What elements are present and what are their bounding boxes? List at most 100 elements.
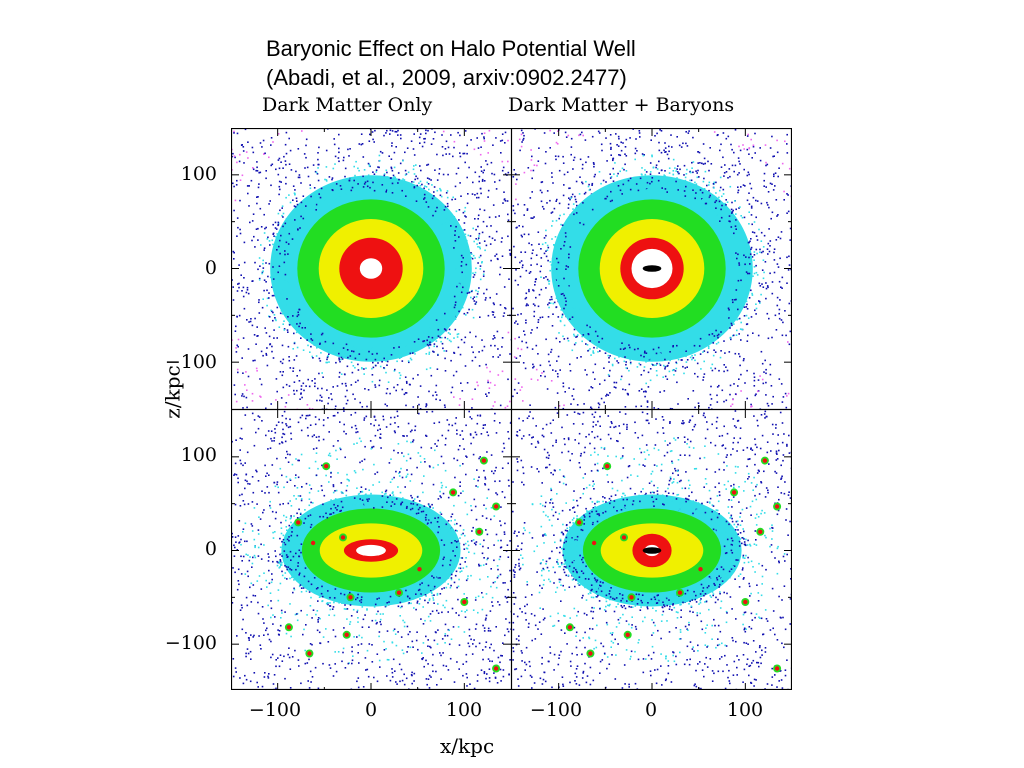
particle-dot: [416, 466, 418, 469]
particle-dot: [293, 359, 296, 361]
particle-dot: [288, 356, 290, 358]
particle-dot: [748, 256, 750, 259]
particle-dot: [467, 642, 470, 645]
particle-dot: [357, 369, 360, 371]
particle-dot: [274, 227, 277, 229]
particle-dot: [371, 619, 374, 622]
particle-dot: [456, 586, 458, 589]
particle-dot: [735, 219, 737, 221]
particle-dot: [694, 372, 696, 375]
particle-dot: [708, 184, 710, 186]
particle-dot: [504, 496, 506, 499]
particle-dot: [544, 242, 547, 244]
particle-dot: [664, 151, 666, 153]
particle-dot: [471, 398, 474, 400]
particle-dot: [576, 404, 579, 406]
particle-dot: [550, 380, 553, 382]
particle-dot: [269, 504, 271, 507]
particle-dot: [480, 170, 483, 172]
particle-dot: [719, 356, 722, 359]
particle-dot: [465, 673, 468, 675]
particle-dot: [371, 374, 374, 376]
particle-dot: [557, 375, 559, 378]
particle-dot: [423, 665, 425, 668]
particle-dot: [273, 440, 275, 442]
x-tick-label: −100: [248, 699, 302, 721]
particle-dot: [264, 672, 266, 674]
particle-dot: [289, 367, 292, 369]
particle-dot: [454, 227, 456, 230]
particle-dot: [238, 520, 241, 522]
particle-dot: [307, 378, 309, 381]
particle-dot: [560, 248, 562, 250]
particle-dot: [574, 307, 577, 309]
particle-dot: [485, 563, 488, 565]
particle-dot: [403, 673, 405, 676]
particle-dot: [503, 312, 506, 314]
particle-dot: [253, 554, 256, 557]
particle-dot: [332, 485, 335, 488]
particle-dot: [231, 602, 234, 604]
particle-dot: [343, 373, 346, 375]
particle-dot: [621, 167, 624, 170]
particle-dot: [761, 378, 764, 381]
particle-dot: [454, 304, 457, 306]
particle-dot: [483, 630, 486, 632]
particle-dot: [294, 193, 296, 196]
particle-dot: [748, 173, 750, 176]
particle-dot: [266, 486, 269, 488]
particle-dot: [266, 297, 269, 300]
particle-dot: [753, 251, 756, 253]
particle-dot: [349, 148, 351, 150]
particle-dot: [734, 164, 737, 167]
particle-dot: [486, 673, 488, 675]
particle-dot: [316, 173, 319, 175]
particle-dot: [303, 628, 305, 631]
particle-dot: [281, 207, 283, 209]
particle-dot: [430, 374, 433, 377]
particle-dot: [444, 205, 447, 208]
particle-dot: [300, 392, 302, 394]
particle-dot: [421, 482, 423, 485]
particle-dot: [504, 406, 507, 409]
particle-dot: [482, 273, 485, 276]
particle-dot: [279, 239, 281, 242]
particle-dot: [371, 367, 373, 370]
particle-dot: [271, 310, 273, 313]
particle-dot: [537, 379, 539, 381]
particle-dot: [520, 251, 522, 253]
particle-dot: [686, 366, 688, 368]
particle-dot: [318, 435, 320, 438]
particle-dot: [435, 340, 438, 342]
particle-dot: [750, 316, 753, 318]
particle-dot: [570, 197, 572, 199]
particle-dot: [334, 498, 337, 500]
particle-dot: [309, 324, 312, 327]
particle-dot: [433, 322, 436, 324]
particle-dot: [303, 389, 305, 392]
particle-dot: [753, 231, 756, 234]
particle-dot: [399, 134, 402, 136]
particle-dot: [439, 399, 441, 401]
particle-dot: [279, 360, 282, 363]
particle-dot: [721, 204, 723, 207]
particle-dot: [428, 330, 431, 333]
particle-dot: [263, 232, 266, 234]
particle-dot: [758, 300, 761, 303]
particle-dot: [422, 623, 425, 625]
particle-dot: [512, 209, 515, 212]
particle-dot: [236, 290, 239, 292]
particle-dot: [285, 519, 287, 522]
particle-dot: [685, 355, 687, 358]
particle-dot: [234, 462, 237, 465]
particle-dot: [563, 241, 566, 243]
particle-dot: [474, 388, 476, 390]
particle-dot: [504, 142, 506, 144]
particle-dot: [736, 173, 739, 176]
particle-dot: [302, 382, 305, 385]
particle-dot: [560, 293, 563, 295]
particle-dot: [696, 176, 699, 179]
particle-dot: [277, 224, 279, 227]
particle-dot: [574, 198, 577, 201]
particle-dot: [429, 466, 431, 468]
